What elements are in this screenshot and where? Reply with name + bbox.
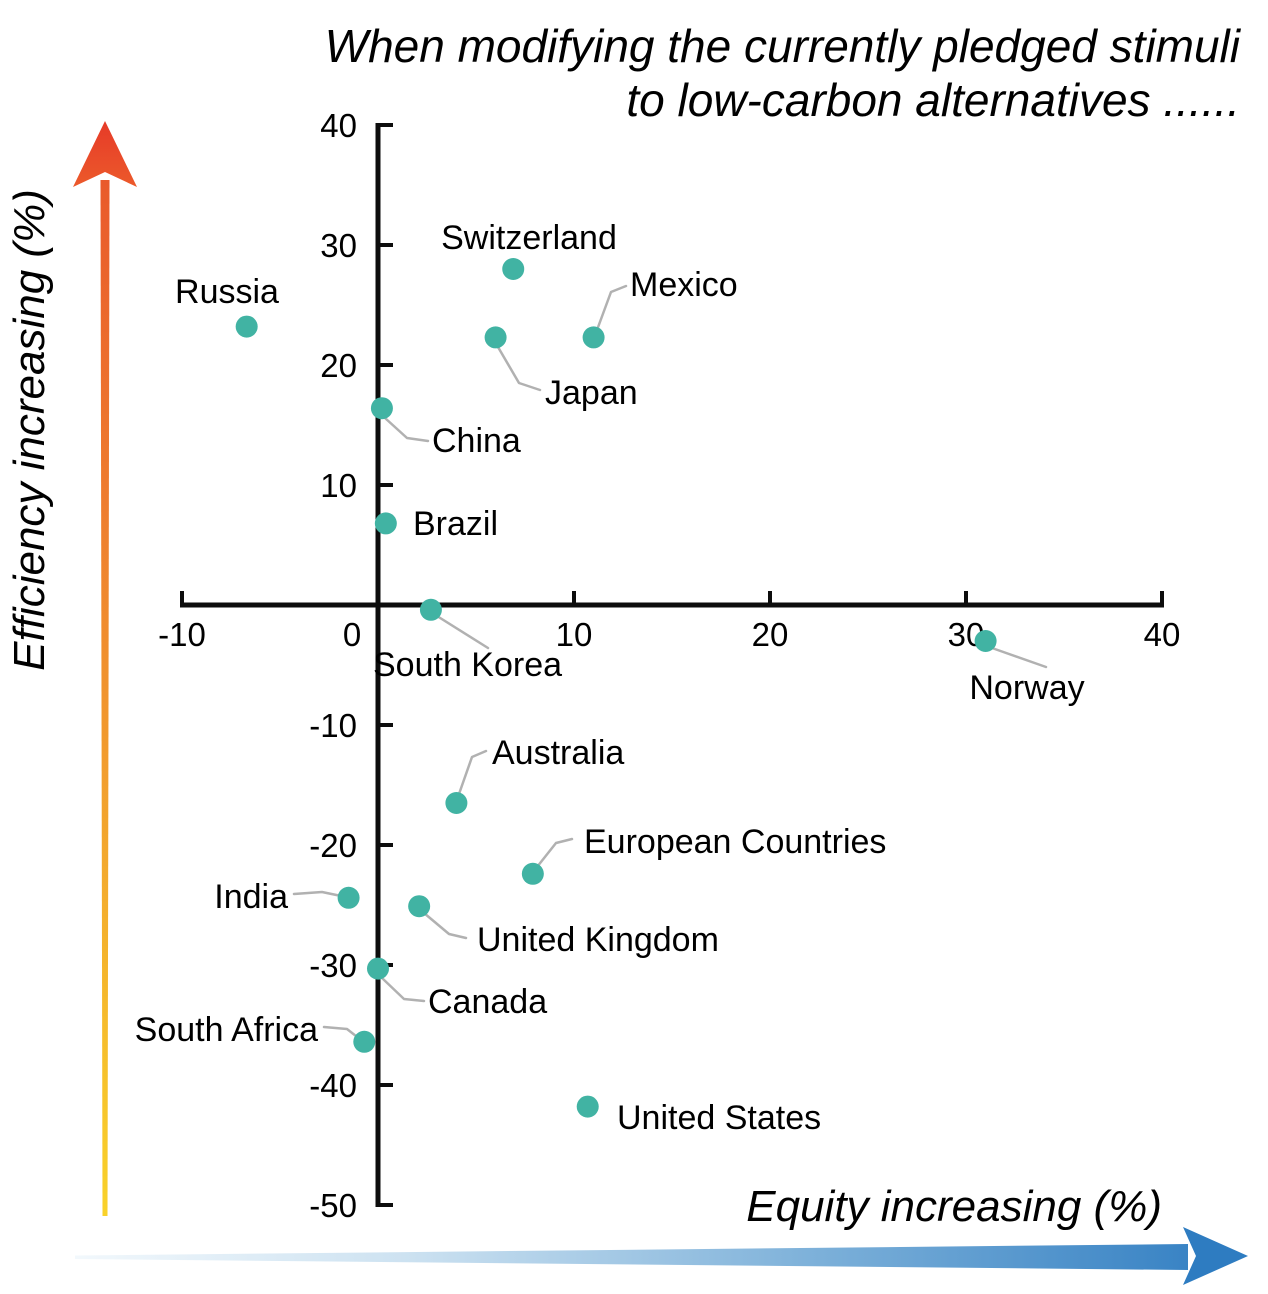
leader-line [435, 614, 490, 650]
chart-title-line1: When modifying the currently pledged sti… [325, 20, 1242, 72]
point-label: Canada [428, 983, 547, 1021]
y-tick-label: -40 [309, 1067, 357, 1104]
point-label: Norway [969, 669, 1084, 707]
point-label: Brazil [413, 505, 498, 543]
point-label: Russia [175, 273, 279, 311]
data-point [445, 792, 468, 814]
point-label: South Africa [135, 1011, 318, 1049]
y-tick-label: 30 [320, 227, 357, 264]
data-point [576, 1095, 599, 1118]
data-point [235, 315, 258, 338]
point-label: United Kingdom [477, 921, 719, 959]
data-point [502, 258, 525, 280]
data-point [370, 397, 393, 420]
point-labels: Russia Switzerland Japan Mexico China Brazil S… [135, 219, 1085, 1137]
x-tick-label: 10 [556, 616, 593, 653]
data-point [582, 326, 605, 349]
y-tick-label: 10 [320, 467, 357, 504]
y-tick-label: -50 [309, 1187, 357, 1224]
x-tick-label: -10 [158, 616, 206, 653]
point-label: Switzerland [441, 219, 617, 257]
right-arrow-head [1183, 1227, 1248, 1285]
data-point [419, 598, 442, 621]
point-label: South Korea [373, 646, 562, 684]
leader-line [595, 284, 628, 332]
y-tick-label: 20 [320, 347, 357, 384]
data-point [337, 886, 360, 909]
point-label: Australia [492, 734, 624, 772]
point-label: United States [617, 1099, 821, 1137]
point-label: Mexico [630, 266, 738, 304]
chart-title-line2: to low-carbon alternatives ...... [626, 74, 1240, 126]
leader-line [422, 911, 468, 940]
data-points [235, 258, 997, 1118]
data-point [353, 1030, 376, 1053]
efficiency-gradient-arrow [73, 121, 137, 1216]
point-label: Japan [545, 374, 638, 412]
point-label: European Countries [584, 823, 886, 861]
leader-lines [292, 284, 1048, 1042]
y-tick-label: -20 [309, 827, 357, 864]
data-point [521, 862, 544, 885]
leader-line [457, 749, 488, 796]
x-tick-label: 20 [752, 616, 789, 653]
y-tick-label: 40 [320, 107, 357, 144]
data-point [484, 326, 507, 349]
data-point [374, 512, 397, 535]
up-arrow-shaft [100, 180, 110, 1216]
up-arrow-head [73, 121, 137, 187]
x-tick-label: 0 [343, 616, 361, 653]
right-arrow-shaft [75, 1244, 1188, 1270]
point-label: China [432, 422, 521, 460]
y-tick-label: -10 [309, 707, 357, 744]
data-point [367, 957, 389, 980]
leader-line [380, 976, 426, 1003]
x-axis-label: Equity increasing (%) [746, 1182, 1162, 1231]
leader-line [535, 837, 574, 869]
y-tick-label: -30 [309, 947, 357, 984]
x-tick-label: 40 [1144, 616, 1181, 653]
leader-line [990, 646, 1048, 669]
leader-line [496, 345, 542, 392]
point-label: India [214, 878, 288, 916]
data-point [408, 895, 431, 918]
equity-gradient-arrow [75, 1227, 1248, 1285]
leader-line [383, 416, 430, 443]
y-axis-label: Efficiency increasing (%) [5, 189, 54, 671]
data-point [974, 630, 997, 652]
